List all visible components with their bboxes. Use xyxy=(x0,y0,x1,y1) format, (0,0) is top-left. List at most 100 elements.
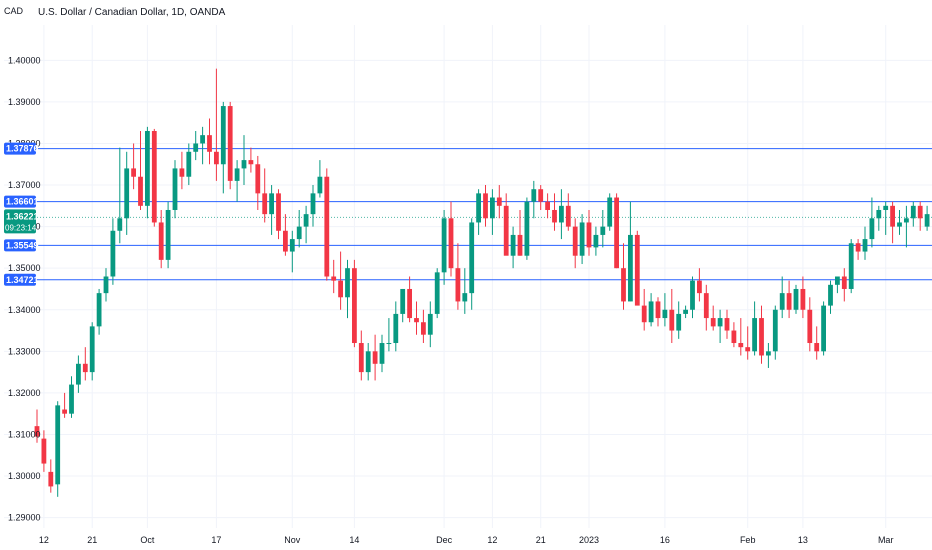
candle-body[interactable] xyxy=(662,309,668,319)
candle-body[interactable] xyxy=(386,343,392,345)
candle-body[interactable] xyxy=(89,326,95,373)
candle-body[interactable] xyxy=(407,288,412,319)
candle-body[interactable] xyxy=(904,218,909,223)
candle-body[interactable] xyxy=(738,343,744,348)
candle-body[interactable] xyxy=(503,205,509,256)
candle-body[interactable] xyxy=(138,176,143,206)
candle-body[interactable] xyxy=(269,193,274,215)
candle-body[interactable] xyxy=(793,288,799,310)
candle-body[interactable] xyxy=(172,168,178,210)
candle-body[interactable] xyxy=(62,409,67,414)
candle-body[interactable] xyxy=(731,330,737,344)
candle-body[interactable] xyxy=(759,318,764,356)
candle-body[interactable] xyxy=(296,226,302,240)
candle-body[interactable] xyxy=(41,438,47,464)
candle-body[interactable] xyxy=(358,343,364,373)
candle-body[interactable] xyxy=(621,268,626,302)
candle-body[interactable] xyxy=(607,197,613,227)
candle-body[interactable] xyxy=(752,318,757,352)
candle-body[interactable] xyxy=(724,318,730,331)
candle-body[interactable] xyxy=(179,168,185,177)
candle-body[interactable] xyxy=(476,193,481,223)
candle-body[interactable] xyxy=(814,343,820,352)
candle-body[interactable] xyxy=(234,168,240,181)
candle-body[interactable] xyxy=(165,209,171,260)
candle-body[interactable] xyxy=(324,176,330,277)
candle-body[interactable] xyxy=(710,318,716,327)
candle-body[interactable] xyxy=(717,318,723,327)
candle-body[interactable] xyxy=(400,288,406,314)
candle-body[interactable] xyxy=(214,151,219,165)
candle-body[interactable] xyxy=(772,309,778,352)
candle-body[interactable] xyxy=(441,218,447,273)
candle-body[interactable] xyxy=(641,305,647,323)
candle-body[interactable] xyxy=(151,131,157,223)
candle-body[interactable] xyxy=(241,160,247,169)
candle-body[interactable] xyxy=(76,363,81,385)
horizontal-levels[interactable] xyxy=(4,148,932,281)
candle-body[interactable] xyxy=(600,226,606,235)
candle-body[interactable] xyxy=(669,309,675,331)
candle-body[interactable] xyxy=(614,197,619,269)
candle-body[interactable] xyxy=(338,280,343,298)
candle-body[interactable] xyxy=(876,209,882,219)
candle-body[interactable] xyxy=(82,363,88,373)
candle-body[interactable] xyxy=(490,197,495,219)
candle-body[interactable] xyxy=(676,313,682,331)
candle-body[interactable] xyxy=(310,193,316,215)
candle-body[interactable] xyxy=(683,309,688,314)
candle-body[interactable] xyxy=(462,293,468,302)
candle-body[interactable] xyxy=(421,322,426,335)
candle-body[interactable] xyxy=(517,234,523,256)
candle-body[interactable] xyxy=(841,276,847,289)
candle-body[interactable] xyxy=(628,234,633,302)
candle-body[interactable] xyxy=(545,201,550,210)
candle-body[interactable] xyxy=(200,135,205,144)
candle-body[interactable] xyxy=(55,405,61,485)
candle-body[interactable] xyxy=(593,234,599,248)
candle-body[interactable] xyxy=(572,226,578,256)
candle-body[interactable] xyxy=(559,205,564,223)
candle-body[interactable] xyxy=(283,230,288,252)
candle-body[interactable] xyxy=(365,351,371,373)
candle-body[interactable] xyxy=(835,276,840,285)
candle-body[interactable] xyxy=(248,160,254,165)
candle-body[interactable] xyxy=(372,351,378,364)
candle-body[interactable] xyxy=(883,205,889,210)
candle-body[interactable] xyxy=(703,293,709,319)
candle-body[interactable] xyxy=(524,201,530,256)
candle-body[interactable] xyxy=(924,214,930,227)
candle-body[interactable] xyxy=(855,243,861,252)
candle-body[interactable] xyxy=(821,305,826,352)
candle-body[interactable] xyxy=(34,426,40,437)
candle-body[interactable] xyxy=(579,222,585,256)
candles[interactable] xyxy=(34,68,930,497)
candle-body[interactable] xyxy=(345,268,350,298)
candle-body[interactable] xyxy=(276,193,281,231)
candle-body[interactable] xyxy=(510,234,516,256)
candle-body[interactable] xyxy=(186,151,192,177)
candle-body[interactable] xyxy=(48,471,54,487)
candle-body[interactable] xyxy=(434,272,440,314)
candle-body[interactable] xyxy=(786,293,792,310)
candle-body[interactable] xyxy=(131,168,136,177)
candle-body[interactable] xyxy=(586,222,592,248)
candle-body[interactable] xyxy=(496,197,502,206)
candle-body[interactable] xyxy=(862,239,868,252)
candle-body[interactable] xyxy=(220,106,226,165)
candle-body[interactable] xyxy=(469,222,475,294)
candle-body[interactable] xyxy=(393,313,399,344)
candle-body[interactable] xyxy=(869,218,875,240)
candle-body[interactable] xyxy=(890,205,895,227)
candle-body[interactable] xyxy=(207,135,212,152)
candle-body[interactable] xyxy=(848,243,854,289)
candle-body[interactable] xyxy=(448,218,454,269)
candle-body[interactable] xyxy=(96,293,102,327)
candle-body[interactable] xyxy=(634,234,640,306)
candle-body[interactable] xyxy=(779,293,785,310)
candle-body[interactable] xyxy=(655,301,661,319)
candle-body[interactable] xyxy=(303,214,309,227)
candle-body[interactable] xyxy=(897,222,902,227)
candle-body[interactable] xyxy=(531,189,537,202)
candle-body[interactable] xyxy=(158,222,164,260)
